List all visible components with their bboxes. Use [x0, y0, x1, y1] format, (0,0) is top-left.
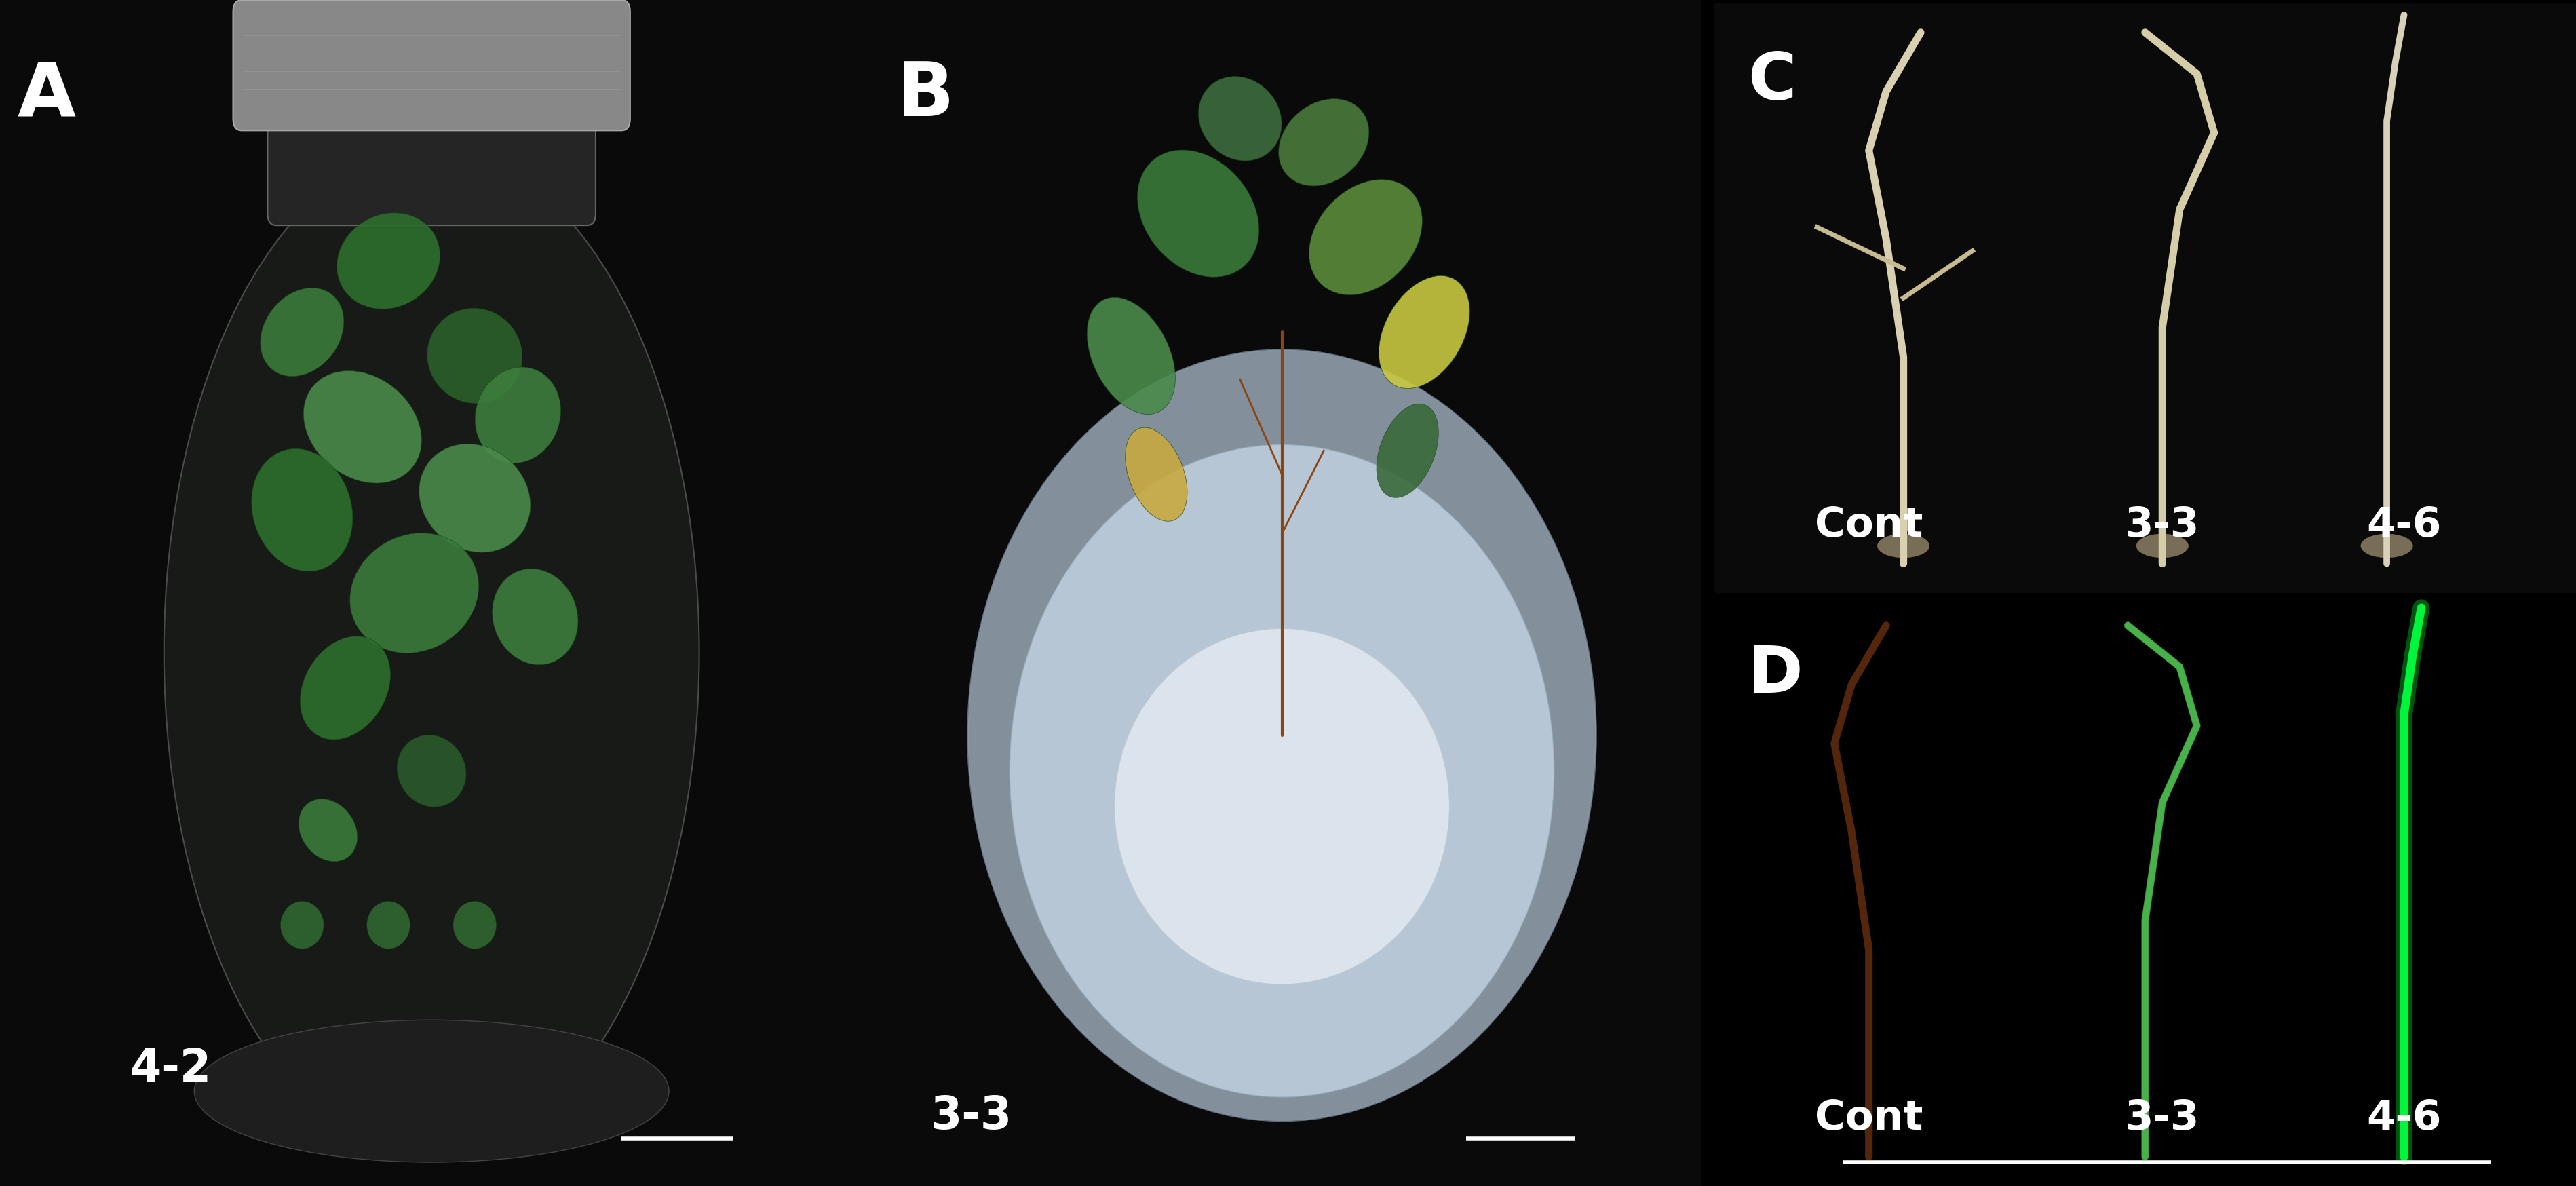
Text: 3-3: 3-3 — [930, 1093, 1012, 1139]
Ellipse shape — [1126, 428, 1188, 521]
Ellipse shape — [304, 371, 422, 483]
Text: B: B — [896, 59, 953, 132]
Ellipse shape — [1010, 445, 1553, 1097]
Text: 4-6: 4-6 — [2365, 505, 2442, 546]
Ellipse shape — [165, 148, 698, 1156]
Ellipse shape — [1278, 98, 1368, 186]
Ellipse shape — [1136, 149, 1260, 278]
Text: A: A — [18, 59, 75, 132]
Text: C: C — [1747, 50, 1795, 114]
Ellipse shape — [1878, 534, 1929, 557]
Ellipse shape — [299, 799, 358, 861]
Ellipse shape — [1087, 298, 1175, 414]
Ellipse shape — [420, 444, 531, 553]
Ellipse shape — [1376, 404, 1437, 497]
Ellipse shape — [492, 569, 577, 664]
Ellipse shape — [260, 288, 343, 376]
Ellipse shape — [299, 636, 392, 740]
Text: 4-6: 4-6 — [2365, 1098, 2442, 1139]
Ellipse shape — [252, 448, 353, 572]
Ellipse shape — [428, 308, 523, 403]
Ellipse shape — [2136, 534, 2187, 557]
Text: D: D — [1747, 643, 1803, 707]
Text: 4-2: 4-2 — [129, 1046, 211, 1091]
Ellipse shape — [2360, 534, 2411, 557]
Ellipse shape — [1309, 179, 1422, 295]
Ellipse shape — [366, 901, 410, 949]
Ellipse shape — [969, 350, 1595, 1121]
Text: Cont: Cont — [1814, 1098, 1922, 1139]
FancyBboxPatch shape — [268, 59, 595, 225]
FancyBboxPatch shape — [232, 0, 631, 130]
Ellipse shape — [453, 901, 497, 949]
Ellipse shape — [474, 368, 562, 463]
Text: 3-3: 3-3 — [2125, 505, 2200, 546]
Ellipse shape — [397, 735, 466, 806]
Text: 3-3: 3-3 — [2125, 1098, 2200, 1139]
Ellipse shape — [350, 533, 479, 653]
Ellipse shape — [337, 213, 440, 308]
Ellipse shape — [193, 1020, 670, 1162]
Ellipse shape — [1378, 275, 1468, 389]
Ellipse shape — [281, 901, 325, 949]
Ellipse shape — [1113, 629, 1450, 984]
Ellipse shape — [1198, 76, 1280, 161]
Text: Cont: Cont — [1814, 505, 1922, 546]
